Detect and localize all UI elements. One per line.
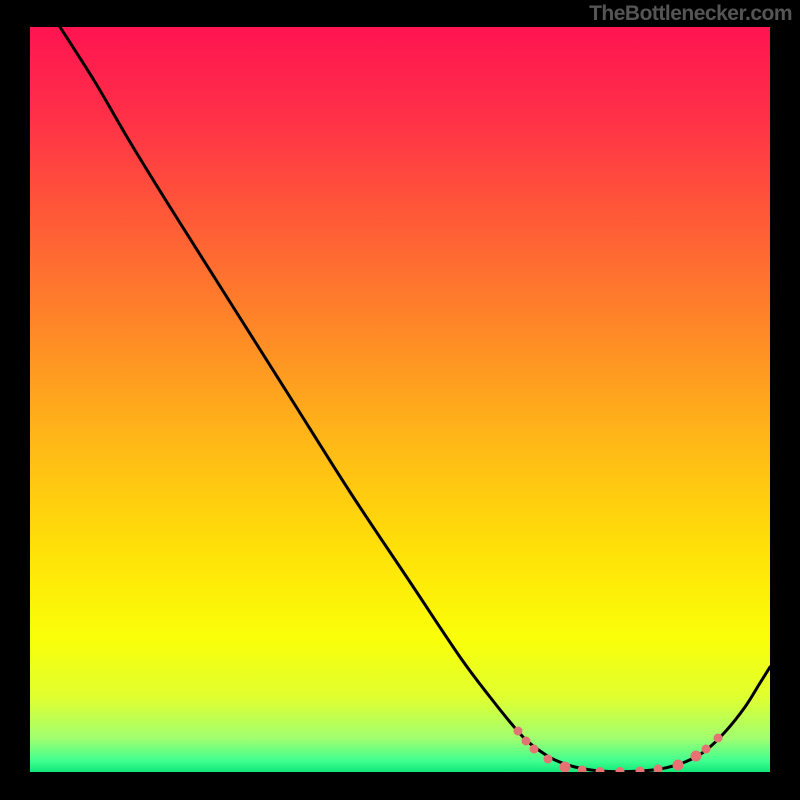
curve-marker: [514, 727, 523, 736]
curve-marker: [560, 762, 571, 773]
curve-layer: [30, 27, 770, 772]
curve-marker: [530, 745, 539, 754]
watermark-text: TheBottlenecker.com: [589, 2, 792, 26]
bottleneck-curve: [60, 27, 770, 772]
curve-marker: [702, 745, 711, 754]
curve-marker: [714, 734, 723, 743]
curve-marker: [691, 751, 702, 762]
curve-marker: [654, 765, 663, 773]
chart-container: TheBottlenecker.com: [0, 0, 800, 800]
curve-marker: [522, 737, 531, 746]
curve-marker: [544, 755, 553, 764]
curve-marker: [636, 767, 645, 773]
plot-area: [30, 27, 770, 772]
curve-marker: [616, 767, 625, 772]
marker-group: [514, 727, 723, 773]
curve-marker: [673, 760, 684, 771]
curve-marker: [596, 767, 605, 772]
